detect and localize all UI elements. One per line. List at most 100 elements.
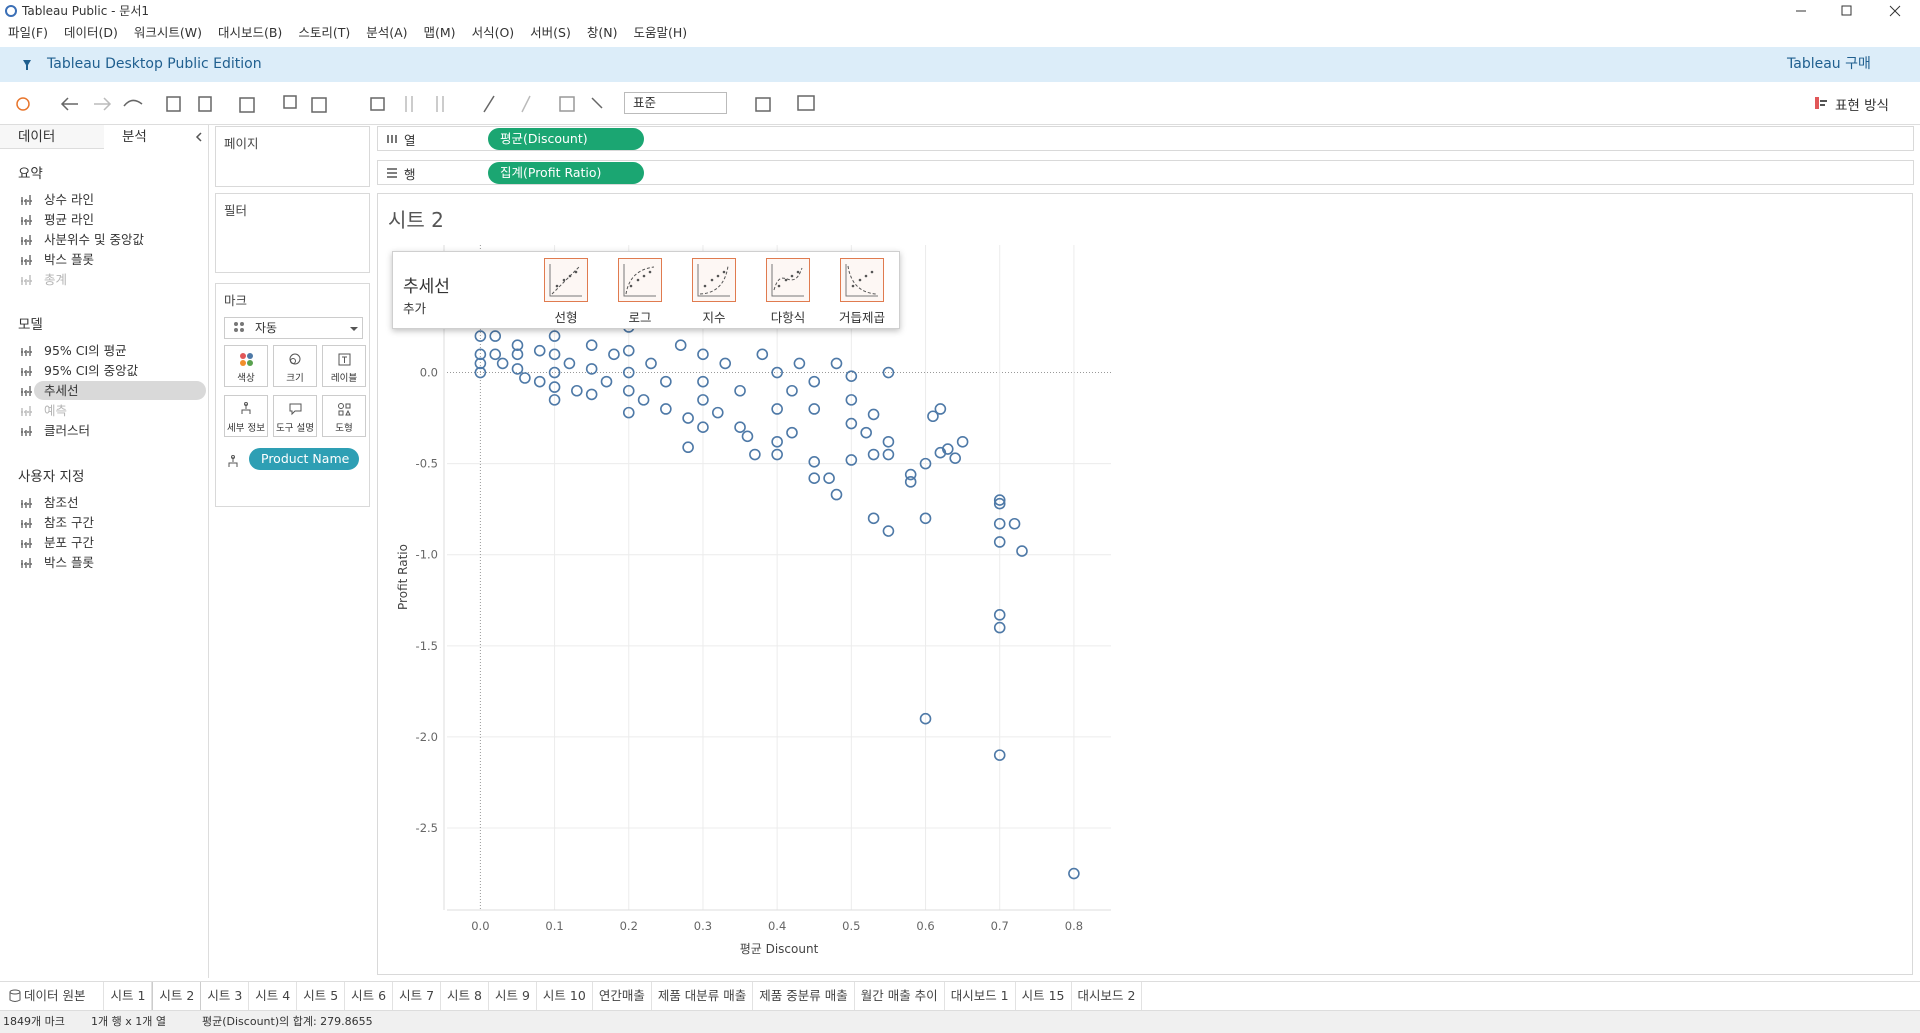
analytics-item[interactable]: 평균 라인 <box>44 212 94 227</box>
mark-button[interactable]: 레이블 <box>322 345 366 387</box>
analytics-item[interactable]: 박스 플롯 <box>44 252 94 267</box>
filters-card: 필터 <box>215 193 370 273</box>
analytics-item[interactable]: 참조선 <box>44 495 79 510</box>
icon <box>21 538 33 548</box>
sheet-tab[interactable]: 대시보드 2 <box>1072 982 1143 1010</box>
popup-title: 추세선 <box>403 277 450 297</box>
measure-pill[interactable]: 평균(Discount) <box>488 128 644 150</box>
analytics-item[interactable]: 95% CI의 중앙값 <box>44 363 139 378</box>
analytics-item[interactable]: 추세선 <box>44 383 79 398</box>
trend-option[interactable]: 지수 <box>691 258 737 326</box>
sheet-tab[interactable]: 시트 2 <box>152 982 202 1010</box>
sheet-tab[interactable]: 시트 1 <box>104 982 153 1010</box>
menu-item[interactable]: 서버(S) <box>530 25 571 40</box>
sheet-tab[interactable]: 시트 5 <box>297 982 346 1010</box>
menu-item[interactable]: 서식(O) <box>471 25 515 40</box>
icon <box>21 215 33 225</box>
buy-link[interactable]: Tableau 구매 <box>1787 56 1871 72</box>
sheet-tab[interactable]: 시트 10 <box>537 982 593 1010</box>
icon <box>289 353 301 365</box>
menu-item[interactable]: 워크시트(W) <box>133 25 202 40</box>
trend-option[interactable]: 로그 <box>617 258 663 326</box>
sheet-tab[interactable]: 월간 매출 추이 <box>855 982 945 1010</box>
status-text: 1개 행 x 1개 열 <box>91 1015 166 1028</box>
sheet-tab[interactable]: 시트 4 <box>249 982 298 1010</box>
icon <box>21 426 33 436</box>
trend-option[interactable]: 선형 <box>543 258 589 326</box>
analytics-item[interactable]: 사분위수 및 중앙값 <box>44 232 144 247</box>
toolbar-icons[interactable] <box>0 84 830 124</box>
sheet-tab[interactable]: 연간매출 <box>593 982 652 1010</box>
mark-type-dropdown[interactable]: 자동 <box>224 317 363 339</box>
detail-pill[interactable]: Product Name <box>249 448 359 470</box>
card-title: 필터 <box>224 203 248 218</box>
pane-tab[interactable]: 데이터 <box>0 125 104 149</box>
toolbar: 표준 표현 방식 <box>0 84 1920 125</box>
analytics-item: 예측 <box>44 403 68 418</box>
analytics-item[interactable]: 박스 플롯 <box>44 555 94 570</box>
icon <box>387 135 397 143</box>
show-me-icon <box>1815 97 1827 109</box>
trend-icon <box>840 258 884 302</box>
icon <box>21 366 33 376</box>
fit-dropdown[interactable]: 표준 <box>624 92 727 114</box>
window-controls[interactable] <box>1780 0 1920 22</box>
icon <box>338 353 351 366</box>
mark-button[interactable]: 도구 설명 <box>273 395 317 437</box>
menu-item[interactable]: 창(N) <box>586 25 618 40</box>
analytics-item[interactable]: 클러스터 <box>44 423 91 438</box>
sheet-tab[interactable]: 대시보드 1 <box>945 982 1016 1010</box>
sheet-tab[interactable]: 시트 9 <box>489 982 537 1010</box>
selected-highlight <box>34 381 206 400</box>
icon <box>387 168 397 178</box>
icon <box>9 989 21 1002</box>
icon <box>338 403 351 416</box>
sheet-tab[interactable]: 시트 7 <box>393 982 442 1010</box>
menu-item[interactable]: 스토리(T) <box>298 25 351 40</box>
trend-option[interactable]: 거듭제곱 <box>839 258 885 326</box>
sheet-tab[interactable]: 시트 6 <box>345 982 394 1010</box>
analytics-item[interactable]: 상수 라인 <box>44 192 94 207</box>
icon <box>195 132 202 142</box>
card-title: 마크 <box>224 293 248 308</box>
trend-option-label: 선형 <box>554 310 578 325</box>
sheet-tab[interactable]: 제품 대분류 매출 <box>652 982 754 1010</box>
show-me-button[interactable]: 표현 방식 <box>1835 98 1889 114</box>
sheet-tab[interactable]: 제품 중분류 매출 <box>753 982 855 1010</box>
popup-subtitle: 추가 <box>403 301 427 316</box>
icon <box>241 402 251 414</box>
menu-item[interactable]: 데이터(D) <box>63 25 118 40</box>
trend-option[interactable]: 다항식 <box>765 258 811 326</box>
icon <box>289 403 302 416</box>
analytics-item[interactable]: 분포 구간 <box>44 535 94 550</box>
analytics-item[interactable]: 참조 구간 <box>44 515 94 530</box>
section-title: 모델 <box>18 317 43 333</box>
sheet-tab[interactable]: 데이터 원본 <box>0 982 105 1010</box>
section-title: 요약 <box>18 166 43 182</box>
menu-bar: 파일(F) 데이터(D) 워크시트(W) 대시보드(B) 스토리(T) 분석(A) 맵(M)… <box>0 22 1920 44</box>
sheet-tab[interactable]: 시트 3 <box>201 982 250 1010</box>
mark-button[interactable]: 도형 <box>322 395 366 437</box>
icon <box>21 386 33 396</box>
icon <box>21 235 33 245</box>
menu-item[interactable]: 맵(M) <box>423 25 456 40</box>
analytics-item[interactable]: 95% CI의 평균 <box>44 343 127 358</box>
mark-button[interactable]: 세부 정보 <box>224 395 268 437</box>
menu-item[interactable]: 분석(A) <box>366 25 408 40</box>
trend-icon <box>618 258 662 302</box>
columns-shelf: 열 평균(Discount) <box>377 126 1914 151</box>
sheet-tab[interactable]: 시트 15 <box>1016 982 1072 1010</box>
analytics-pane: 데이터 분석 요약 상수 라인 평균 라인 사분위수 및 중앙값 박스 플롯 총계 모델 95% … <box>0 125 209 978</box>
sheet-tab[interactable]: 시트 8 <box>441 982 489 1010</box>
pane-tab[interactable]: 분석 <box>104 125 208 149</box>
icon <box>21 558 33 568</box>
measure-pill[interactable]: 집계(Profit Ratio) <box>488 162 644 184</box>
menu-item[interactable]: 대시보드(B) <box>217 25 283 40</box>
mark-button[interactable]: 크기 <box>273 345 317 387</box>
menu-item[interactable]: 도움말(H) <box>633 25 688 40</box>
sheet-tabs: 데이터 원본 시트 1 시트 2 시트 3 시트 4 시트 5 시트 6 시트 7 시트 8 시트… <box>0 981 1920 1010</box>
mark-button[interactable]: 색상 <box>224 345 268 387</box>
menu-item[interactable]: 파일(F) <box>8 25 48 40</box>
status-text: 평균(Discount)의 합계: 279.8655 <box>202 1015 373 1028</box>
